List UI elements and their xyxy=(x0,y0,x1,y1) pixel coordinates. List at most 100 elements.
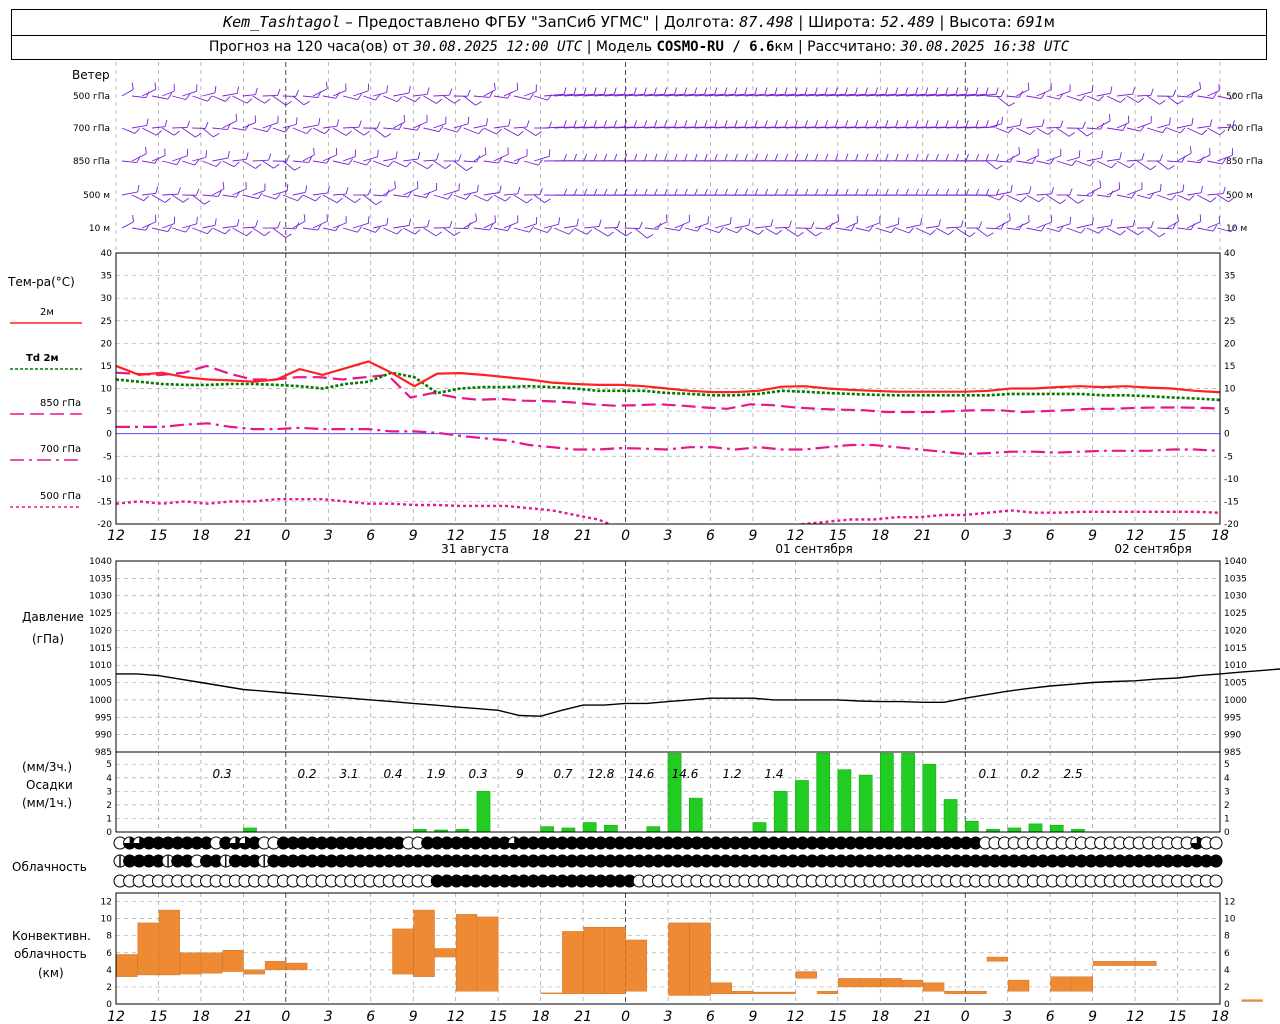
wind-barb xyxy=(383,187,396,196)
wind-barb-feather xyxy=(885,188,889,196)
precip-bar xyxy=(773,791,788,833)
wind-barb xyxy=(152,95,168,100)
pressure-tick-left: 1010 xyxy=(89,661,112,671)
wind-barb xyxy=(1036,127,1049,135)
wind-barb xyxy=(644,126,665,129)
wind-barb-feather xyxy=(458,154,462,162)
wind-barb-feather xyxy=(824,87,828,95)
precip-bar xyxy=(752,822,767,833)
precip-3h-total: 2.5 xyxy=(1063,767,1082,781)
time-tick-label-bottom: 3 xyxy=(324,1009,333,1024)
wind-barb-feather xyxy=(1000,89,1005,97)
wind-barb xyxy=(1016,221,1030,229)
wind-barb-feather xyxy=(1159,154,1164,162)
wind-barb xyxy=(332,90,347,97)
cloud-row-high-partial-mark xyxy=(1190,837,1203,849)
wind-barb-feather xyxy=(1060,120,1064,128)
wind-barb-feather xyxy=(1001,116,1003,124)
precip-bar xyxy=(476,791,491,833)
wind-barb xyxy=(1116,160,1130,169)
wind-barb xyxy=(1137,94,1152,97)
wind-barb-feather xyxy=(613,87,617,95)
wind-barb-feather xyxy=(367,188,372,196)
wind-barb xyxy=(966,93,987,97)
wind-barb xyxy=(956,126,977,129)
wind-barb-feather xyxy=(613,188,618,196)
wind-barb-feather xyxy=(784,120,788,128)
wind-barb-feather xyxy=(386,85,388,93)
wind-barb xyxy=(664,126,685,129)
pressure-tick-right: 1015 xyxy=(1224,644,1247,654)
pressure-unit: (гПа) xyxy=(32,632,65,646)
wind-barb-feather xyxy=(456,126,462,133)
wind-barb-feather xyxy=(576,218,579,226)
wind-barb-feather xyxy=(156,130,162,136)
time-tick-label: 18 xyxy=(192,528,210,544)
wind-barb-feather xyxy=(1059,199,1066,205)
wind-barb-feather xyxy=(1009,155,1014,163)
wind-barb-feather xyxy=(1190,90,1195,98)
wind-barb-feather xyxy=(774,120,778,128)
wind-barb-feather xyxy=(194,159,200,166)
wind-barb-feather xyxy=(996,165,1003,170)
wind-barb xyxy=(986,95,1002,97)
pressure-tick-right: 1020 xyxy=(1224,626,1247,636)
wind-barb-feather xyxy=(905,188,909,196)
wind-barb-feather xyxy=(1150,88,1154,96)
time-tick-label: 0 xyxy=(621,528,630,544)
wind-barb xyxy=(1156,160,1169,170)
wind-barb-feather xyxy=(498,156,503,164)
date-label-02sep: 02 сентября xyxy=(1114,542,1191,556)
temp-500hpa-line xyxy=(116,498,1220,524)
wind-barb xyxy=(674,126,695,129)
wind-barb-feather xyxy=(132,214,134,222)
wind-barb xyxy=(634,227,648,239)
wind-barb xyxy=(1126,95,1139,103)
pressure-tick-left: 1015 xyxy=(89,644,112,654)
wind-barb-feather xyxy=(920,217,923,225)
wind-barb xyxy=(142,192,157,196)
wind-barb-feather xyxy=(1128,162,1135,169)
legend-700hpa-label: 700 гПа xyxy=(40,444,81,455)
wind-barb-feather xyxy=(583,120,587,128)
wind-barb xyxy=(503,127,519,137)
temperature-title: Тем-ра(°C) xyxy=(8,275,75,289)
temp-panel-frame xyxy=(115,252,1221,525)
wind-barb-feather xyxy=(285,100,292,106)
wind-barb xyxy=(503,193,518,196)
time-tick-label-bottom: 15 xyxy=(489,1009,507,1024)
wind-barb-feather xyxy=(1222,186,1226,194)
legend-850hpa-label: 850 гПа xyxy=(40,398,81,409)
wind-barb-feather xyxy=(890,226,896,233)
wind-barb-feather xyxy=(1041,119,1045,127)
wind-barb xyxy=(1046,126,1061,129)
wind-barb xyxy=(212,227,226,235)
wind-barb-feather xyxy=(654,188,658,196)
wind-barb xyxy=(332,127,347,136)
wind-barb-feather xyxy=(704,120,708,128)
temp-tick-right: 10 xyxy=(1224,385,1236,395)
convective-cloud-block xyxy=(1007,979,1030,992)
temp-tick-left: 10 xyxy=(101,385,113,395)
wind-barb-feather xyxy=(684,153,688,161)
wind-barb-feather xyxy=(1209,119,1213,127)
wind-barb-feather xyxy=(834,87,838,95)
wind-barb xyxy=(222,120,237,129)
wind-barb-feather xyxy=(908,227,914,234)
wind-barb xyxy=(212,95,226,102)
wind-barb xyxy=(1126,159,1142,162)
wind-barb-feather xyxy=(215,161,222,167)
wind-barb-feather xyxy=(704,153,708,161)
wind-barb-feather xyxy=(1109,190,1114,198)
convective-cloud-block xyxy=(880,978,902,988)
wind-barb-feather xyxy=(173,130,181,136)
wind-barb-feather xyxy=(164,119,168,127)
wind-barb xyxy=(614,227,627,237)
wind-barb xyxy=(292,220,306,229)
wind-barb-feather xyxy=(466,166,473,172)
wind-level-850hpa-right: 850 гПа xyxy=(1226,157,1263,167)
conv-tick-right: 12 xyxy=(1224,898,1235,908)
wind-barb-feather xyxy=(1172,89,1177,97)
time-tick-label-bottom: 3 xyxy=(664,1009,673,1024)
wind-barb xyxy=(554,93,575,97)
